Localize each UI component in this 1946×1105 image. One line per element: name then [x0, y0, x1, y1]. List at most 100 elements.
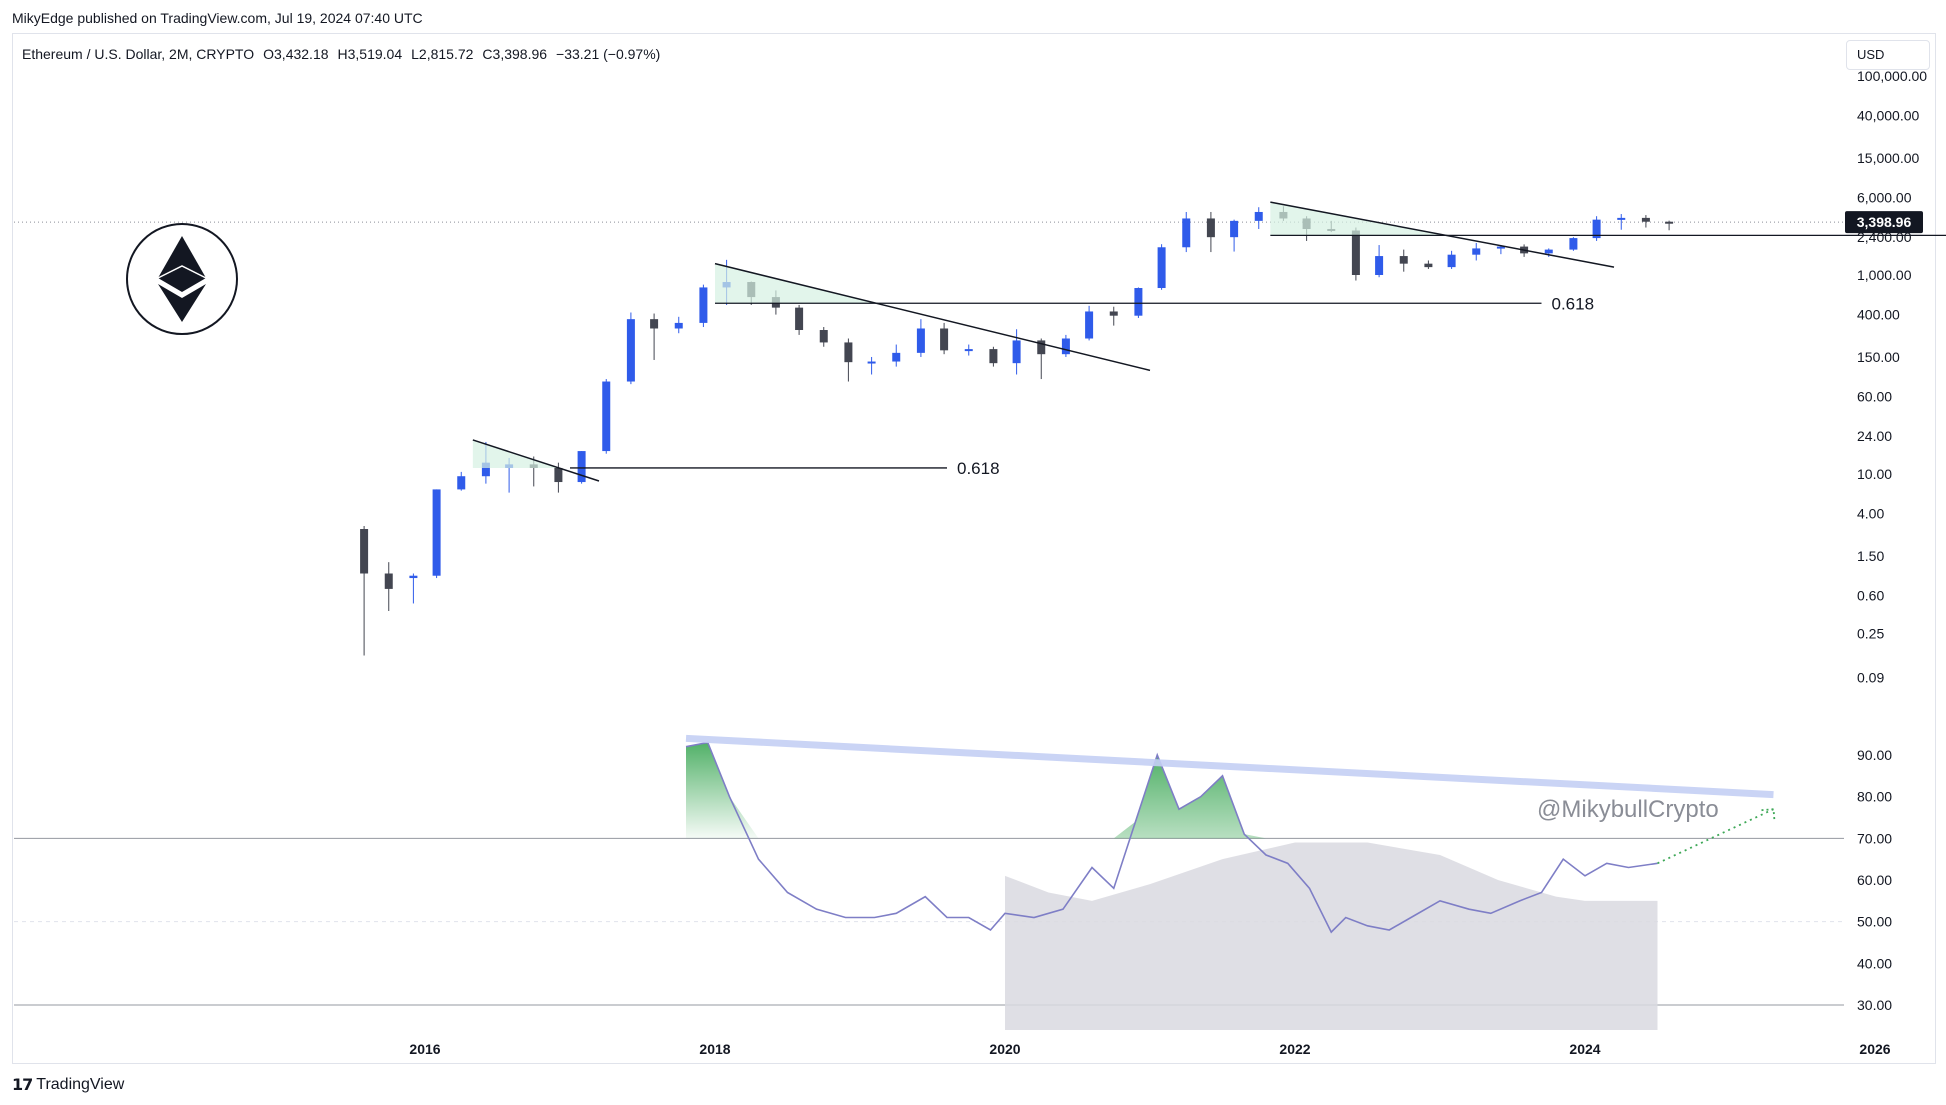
candle-body	[1206, 218, 1215, 238]
ethereum-logo	[126, 223, 238, 335]
candle-body	[1665, 221, 1674, 224]
rsi-pane	[14, 734, 1844, 1030]
rsi-resistance-line[interactable]	[685, 734, 1774, 799]
price-axis-label: 4.00	[1857, 506, 1884, 522]
price-axis-label: 60.00	[1857, 389, 1892, 405]
candle-body	[1472, 248, 1481, 255]
candle-body	[1399, 256, 1408, 264]
price-axis-label: 1,000.00	[1857, 267, 1912, 283]
rsi-ma-area	[1005, 842, 1658, 1030]
price-axis-label: 6,000.00	[1857, 190, 1912, 206]
candle-body	[989, 349, 998, 364]
candle-body	[1569, 238, 1578, 250]
candle-body	[1641, 217, 1650, 222]
candle-body	[892, 352, 901, 362]
rsi-projection-arrowhead-icon	[1761, 808, 1776, 822]
axes: 100,000.00 40,000.00 15,000.00 6,000.00 2,40…	[409, 68, 1927, 1057]
candle-body	[1134, 288, 1143, 316]
candle-body	[916, 328, 925, 353]
price-axis-label: 0.09	[1857, 670, 1884, 686]
rsi-axis-label: 70.00	[1857, 830, 1892, 846]
ohlc-open: O3,432.18	[263, 46, 329, 62]
candles	[360, 206, 1674, 656]
candle-body	[1230, 220, 1239, 238]
candle-body	[457, 476, 466, 490]
time-axis-label: 2026	[1859, 1041, 1890, 1057]
symbol-legend[interactable]: Ethereum / U.S. Dollar, 2M, CRYPTO O3,43…	[22, 46, 660, 62]
rsi-axis-label: 60.00	[1857, 872, 1892, 888]
chart-frame[interactable]	[12, 33, 1936, 1064]
candle-body	[409, 575, 418, 579]
trendline-2016[interactable]	[472, 439, 600, 482]
candle-body	[1351, 230, 1360, 275]
candle-body	[384, 573, 393, 589]
time-axis-label: 2016	[409, 1041, 440, 1057]
ohlc-close: C3,398.96	[482, 46, 548, 62]
publish-info: MikyEdge published on TradingView.com, J…	[12, 10, 423, 26]
tradingview-logo[interactable]: 𝟭𝟳 TradingView	[12, 1075, 124, 1095]
ethereum-diamond-bottom-icon	[158, 284, 206, 322]
candle-body	[940, 328, 949, 351]
candle-body	[1061, 338, 1070, 355]
rsi-axis-label: 50.00	[1857, 914, 1892, 930]
candle-body	[1544, 249, 1553, 254]
candle-body	[1617, 217, 1626, 220]
candle-body	[602, 381, 611, 452]
candle-body	[1012, 340, 1021, 364]
last-price-label: 3,398.96	[1857, 214, 1912, 230]
price-axis-label: 2,400.00	[1857, 229, 1912, 245]
time-axis-label: 2018	[699, 1041, 730, 1057]
price-axis-label: 0.60	[1857, 588, 1884, 604]
candle-body	[819, 330, 828, 343]
price-axis-label: 1.50	[1857, 548, 1884, 564]
rsi-axis-label: 90.00	[1857, 747, 1892, 763]
ethereum-facet-icon	[157, 265, 207, 279]
tradingview-logo-icon: 𝟭𝟳	[12, 1077, 33, 1094]
last-price-tag	[1845, 211, 1923, 234]
price-axis-label: 40,000.00	[1857, 108, 1919, 124]
rsi-axis-label: 80.00	[1857, 789, 1892, 805]
candle-body	[360, 529, 369, 574]
rsi-axis-label: 40.00	[1857, 955, 1892, 971]
candle-body	[1592, 219, 1601, 239]
candle-body	[964, 349, 973, 352]
candle-body	[844, 342, 853, 363]
price-axis-label: 0.25	[1857, 625, 1884, 641]
candle-body	[1037, 340, 1046, 355]
rsi-overbought-fill	[686, 742, 759, 839]
candle-body	[626, 319, 635, 382]
candle-body	[1424, 263, 1433, 268]
price-axis-label: 100,000.00	[1857, 68, 1927, 84]
price-axis-label: 15,000.00	[1857, 150, 1919, 166]
time-axis-label: 2020	[989, 1041, 1020, 1057]
currency-button[interactable]: USD	[1846, 40, 1930, 70]
trendline-2022[interactable]	[1270, 201, 1615, 268]
ethereum-diamond-top-icon	[158, 236, 206, 292]
rsi-overbought-fill	[1113, 755, 1266, 889]
candle-body	[1157, 247, 1166, 289]
price-axis-label: 10.00	[1857, 466, 1892, 482]
fib-level-label: 0.618	[957, 459, 1000, 478]
candle-body	[1375, 256, 1384, 275]
candle-body	[674, 322, 683, 329]
candle-body	[699, 287, 708, 323]
candle-body	[432, 489, 441, 576]
candle-body	[577, 451, 586, 483]
symbol-name[interactable]: Ethereum / U.S. Dollar, 2M, CRYPTO	[22, 46, 255, 62]
rsi-line	[685, 741, 1658, 934]
candle-body	[867, 361, 876, 364]
trendline-2018[interactable]	[714, 262, 1151, 372]
watermark: @MikybullCrypto	[1537, 796, 1719, 823]
candle-body	[650, 319, 659, 329]
ohlc-change: −33.21 (−0.97%)	[556, 46, 661, 62]
candle-body	[1496, 246, 1505, 249]
candle-body	[554, 467, 563, 483]
price-axis-label: 400.00	[1857, 307, 1900, 323]
price-axis-label: 24.00	[1857, 428, 1892, 444]
fib-level-label: 0.618	[1552, 294, 1595, 313]
time-axis-label: 2022	[1279, 1041, 1310, 1057]
candle-body	[795, 307, 804, 331]
rsi-axis-label: 30.00	[1857, 997, 1892, 1013]
